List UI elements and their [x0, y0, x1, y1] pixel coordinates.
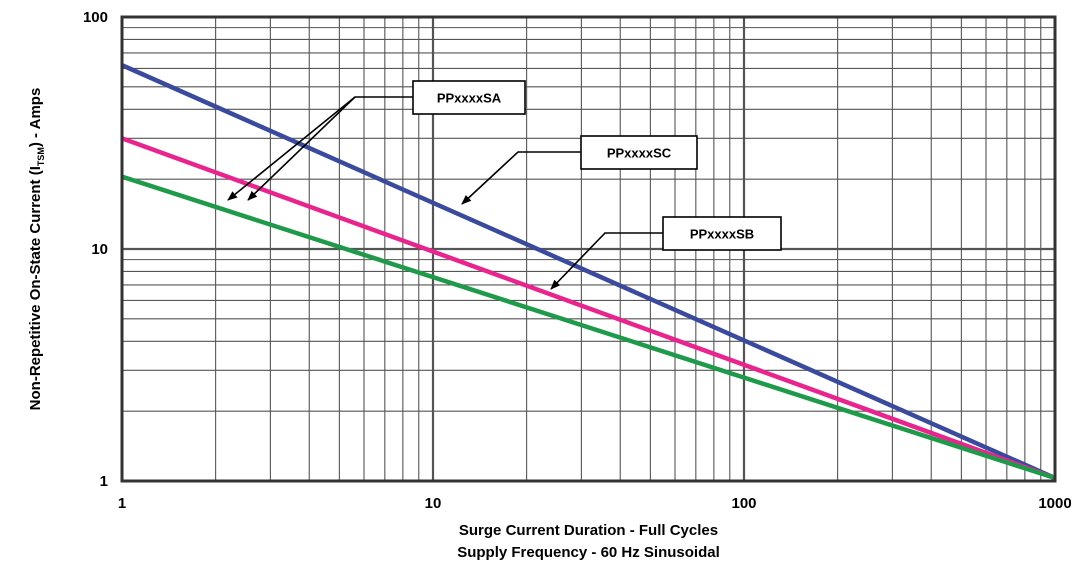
y-tick-label: 1: [100, 473, 108, 490]
callout-PPxxxxSB: PPxxxxSB: [550, 216, 782, 290]
x-tick-label: 100: [731, 495, 756, 512]
y-axis-label-subscript: TSM: [36, 147, 46, 166]
y-axis-label-suffix: ) - Amps: [27, 88, 44, 147]
x-axis-label-secondary: Supply Frequency - 60 Hz Sinusoidal: [457, 544, 720, 561]
callout-box: [580, 135, 698, 170]
callout-box: [662, 216, 782, 251]
series-line-PPxxxxSC: [121, 63, 1056, 481]
callout-PPxxxxSC: PPxxxxSC: [461, 135, 698, 205]
callout-label: PPxxxxSB: [690, 227, 754, 242]
x-tick-label: 1000: [1038, 495, 1071, 512]
series-line-PPxxxxSA: [121, 136, 1056, 481]
callout-leader: [461, 151, 581, 205]
callout-leader: [247, 96, 356, 201]
series-line-PPxxxxSB: [121, 174, 1056, 481]
y-tick-label: 10: [91, 241, 108, 258]
x-axis-label: Surge Current Duration - Full Cycles: [459, 522, 718, 539]
callout-leader: [550, 232, 663, 290]
series-layer: [121, 63, 1056, 481]
callout-label: PPxxxxSA: [437, 91, 502, 106]
plot-frame: [120, 15, 1057, 483]
y-axis-label: Non-Repetitive On-State Current (ITSM) -…: [27, 88, 46, 411]
callout-label: PPxxxxSC: [607, 146, 672, 161]
y-tick-label: 100: [83, 9, 108, 26]
callout-box: [412, 80, 526, 115]
y-axis-label-prefix: Non-Repetitive On-State Current (I: [27, 166, 44, 410]
x-tick-label: 1: [118, 495, 126, 512]
callout-PPxxxxSA: PPxxxxSA: [227, 80, 526, 201]
x-tick-label: 10: [425, 495, 442, 512]
callouts: PPxxxxSA PPxxxxSC PPxxxxSB: [227, 80, 782, 290]
tick-labels: 1 10 100 1000 1 10 100: [83, 9, 1072, 512]
